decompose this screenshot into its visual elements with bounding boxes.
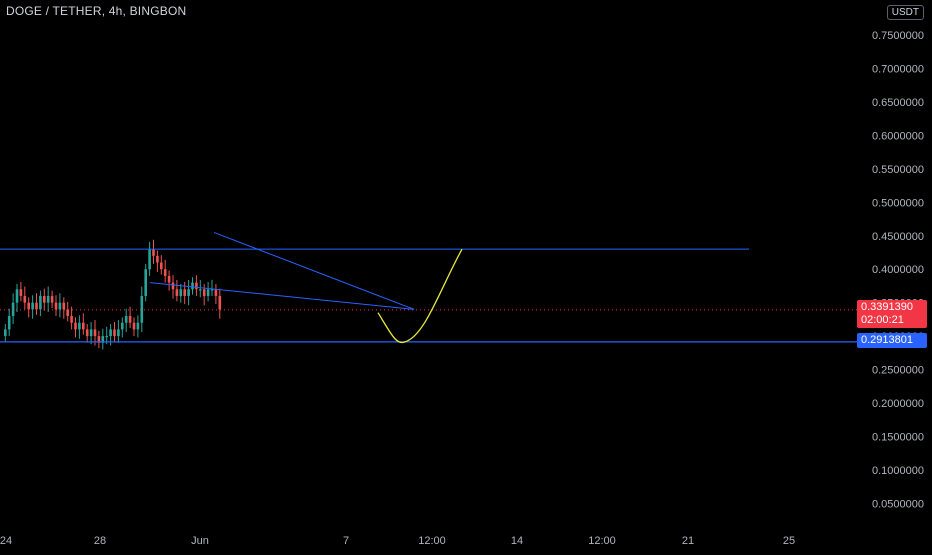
price-axis: 0.0500000 0.1000000 0.1500000 0.2000000 0.25… [872,30,924,510]
x-tick-label: 28 [94,535,106,547]
x-tick-label: 14 [511,535,523,547]
y-tick-label: 0.1500000 [872,431,924,443]
y-tick-label: 0.7500000 [872,30,924,42]
candle-body [109,329,112,337]
candle-body [35,302,38,310]
currency-selector[interactable]: USDT [886,5,924,20]
candle-body [199,289,202,291]
candle-body [191,282,194,290]
candle-body [54,302,58,310]
candle-body [121,322,124,330]
x-tick-label: 25 [783,535,795,547]
candle-body [23,295,27,303]
y-tick-label: 0.5000000 [872,197,924,209]
candle-body [206,289,210,296]
y-tick-label: 0.2000000 [872,398,924,410]
support-price-tag: 0.2913801 [857,333,927,348]
candle-body [19,289,23,296]
candle-body [105,336,108,338]
y-tick-label: 0.6500000 [872,97,924,109]
candle-body [132,322,136,330]
candle-body [175,289,179,296]
candle-body [179,289,183,296]
candle-body [4,329,7,337]
candle-body [31,302,34,310]
bar-countdown: 02:00:21 [861,314,904,326]
candle-body [46,295,50,303]
candle-body [89,329,93,337]
candle-body [148,249,151,270]
candle-body [144,269,147,296]
candle-body [50,295,54,303]
candle-body [152,249,155,256]
candle-body [85,329,89,337]
candle-body [62,302,66,310]
drawings-layer [0,231,862,344]
candle-body [136,322,140,330]
candle-body [113,329,116,337]
candle-body [210,289,214,291]
candle-body [187,289,190,296]
x-tick-label: 21 [682,535,694,547]
candle-body [124,316,128,323]
y-tick-label: 0.2500000 [872,365,924,377]
candles-layer [4,239,222,350]
candle-body [74,322,77,330]
y-tick-label: 0.0500000 [872,498,924,510]
y-tick-label: 0.4000000 [872,264,924,276]
candle-body [160,262,163,270]
y-tick-label: 0.1000000 [872,465,924,477]
current-price-tag: 0.3391390 02:00:21 [857,300,927,328]
candle-body [97,336,101,343]
candle-body [101,336,105,343]
candle-body [58,302,62,310]
projection-curve [377,248,463,344]
candle-body [93,329,97,337]
time-axis: 24 28 Jun 7 12:00 14 12:00 21 25 [0,535,795,547]
candle-body [167,275,171,283]
candle-body [82,322,85,330]
candle-body [66,309,69,317]
current-price-value: 0.3391390 [861,301,913,313]
candle-body [43,295,46,303]
candle-body [11,302,15,317]
x-tick-label: 24 [0,535,12,547]
candle-body [171,282,175,290]
candle-body [140,295,144,323]
candle-body [27,302,30,310]
candle-body [183,289,186,296]
y-tick-label: 0.7000000 [872,64,924,76]
y-tick-label: 0.6000000 [872,130,924,142]
y-tick-label: 0.4500000 [872,231,924,243]
candle-body [39,295,42,310]
x-tick-label: 7 [343,535,349,547]
candle-body [163,269,167,276]
candle-body [156,255,159,263]
x-tick-label: 12:00 [418,535,446,547]
candle-body [15,289,19,303]
candle-body [218,295,222,310]
x-tick-label: Jun [191,535,209,547]
wedge-lower-trendline [149,282,415,310]
y-tick-label: 0.5500000 [872,164,924,176]
candle-body [70,316,73,323]
x-tick-label: 12:00 [588,535,616,547]
wedge-upper-trendline [213,231,415,310]
candle-body [195,282,198,290]
candle-body [7,316,11,330]
candle-body [128,316,132,323]
candle-body [117,329,120,337]
candle-body [78,322,81,330]
symbol-title: DOGE / TETHER, 4h, BINGBON [6,4,187,18]
candle-body [202,289,206,296]
candle-body [214,289,218,296]
